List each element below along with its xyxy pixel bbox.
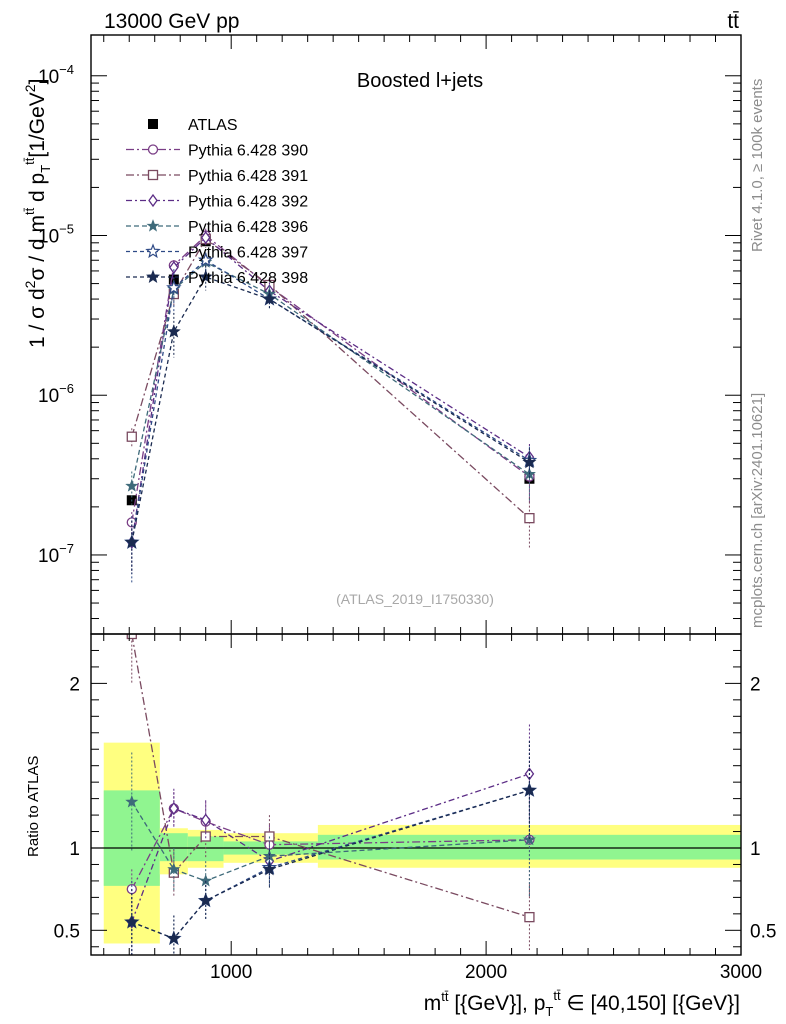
series-point-2-2 bbox=[200, 231, 211, 245]
legend-label-0: Pythia 6.428 390 bbox=[188, 143, 308, 160]
y-tick-label-1: 10−6 bbox=[38, 381, 74, 407]
series-point-1-4 bbox=[524, 512, 535, 524]
x-axis-label: mtt̄ [{GeV}], pTtt̄ ∈ [40,150] [{GeV}] bbox=[424, 988, 740, 1019]
legend-label-data: ATLAS bbox=[188, 117, 238, 134]
ratio-point-1-4 bbox=[524, 911, 535, 923]
y-tick-label-2: 10−5 bbox=[38, 222, 74, 248]
series-point-5-3 bbox=[262, 291, 277, 305]
series-point-3-0 bbox=[125, 479, 139, 492]
series-line-5 bbox=[131, 276, 530, 543]
header-left: 13000 GeV pp bbox=[104, 10, 239, 33]
axes-frames: 1000 2000 3000 10−7 10−6 10−5 10−4 0.5 0.5 1 1 2 2 bbox=[38, 34, 776, 983]
series-point-1-0 bbox=[126, 431, 137, 442]
ratio-tick-label-right-1: 1 bbox=[750, 839, 761, 860]
legend-label-5: Pythia 6.428 398 bbox=[188, 270, 308, 287]
series-line-3 bbox=[131, 261, 530, 487]
legend-label-1: Pythia 6.428 391 bbox=[188, 168, 308, 185]
y-tick-label-0: 10−7 bbox=[38, 541, 74, 567]
data-point-1 bbox=[168, 274, 179, 285]
y-axis-label: 1 / σ d2σ / d mtt̄ d pTtt̄[1/GeV2] bbox=[22, 79, 53, 348]
legend-marker-0 bbox=[147, 144, 159, 155]
series-point-5-0 bbox=[124, 534, 139, 549]
chart-title: Boosted l+jets bbox=[357, 70, 483, 92]
legend-marker-1 bbox=[147, 169, 159, 181]
ratio-point-5-2 bbox=[198, 893, 213, 907]
legend-label-2: Pythia 6.428 392 bbox=[188, 194, 308, 211]
ratio-point-5-3 bbox=[262, 862, 277, 876]
legend-label-4: Pythia 6.428 397 bbox=[188, 245, 308, 262]
series-point-5-4 bbox=[522, 455, 537, 469]
series-line-4 bbox=[131, 259, 530, 543]
x-tick-label-1: 2000 bbox=[465, 962, 507, 983]
ratio-point-3-0 bbox=[125, 795, 139, 808]
legend-marker-4 bbox=[145, 243, 161, 259]
ratio-line-0 bbox=[131, 807, 530, 890]
ratio-frame bbox=[90, 633, 742, 956]
series-line-2 bbox=[131, 236, 530, 543]
ratio-uncertainty-bands bbox=[91, 742, 741, 944]
analysis-tag: (ATLAS_2019_I1750330) bbox=[336, 591, 494, 607]
ratio-tick-label-right-2: 2 bbox=[750, 674, 761, 695]
x-tick-label-0: 1000 bbox=[210, 962, 252, 983]
legend-marker-5 bbox=[146, 269, 160, 283]
ratio-series-group bbox=[124, 634, 538, 955]
ratio-axis-label: Ratio to ATLAS bbox=[25, 756, 42, 857]
ratio-point-1-0 bbox=[126, 634, 137, 640]
ratio-tick-label-left-0: 0.5 bbox=[54, 921, 80, 942]
ratio-point-3-1 bbox=[167, 862, 181, 876]
ratio-tick-label-left-1: 1 bbox=[69, 839, 80, 860]
series-point-2-1 bbox=[169, 260, 179, 275]
ratio-point-2-2 bbox=[200, 813, 211, 827]
ratio-point-5-4 bbox=[522, 783, 537, 797]
y-tick-label-3: 10−4 bbox=[38, 62, 74, 88]
series-point-4-2 bbox=[197, 252, 214, 267]
ratio-point-3-4 bbox=[522, 832, 536, 846]
series-point-5-2 bbox=[198, 269, 213, 283]
legend: ATLAS Pythia 6.428 390 Pythia 6.428 391 Pyt… bbox=[126, 117, 308, 287]
header-right: tt̄ bbox=[727, 10, 739, 33]
ratio-tick-label-left-2: 2 bbox=[69, 674, 80, 695]
series-point-5-1 bbox=[166, 324, 181, 338]
rivet-label: Rivet 4.1.0, ≥ 100k events bbox=[749, 79, 766, 252]
legend-marker-data bbox=[148, 119, 158, 129]
ratio-tick-label-right-0: 0.5 bbox=[750, 921, 776, 942]
series-point-4-1 bbox=[166, 279, 182, 295]
mcplots-label: mcplots.cern.ch [arXiv:2401.10621] bbox=[749, 393, 766, 628]
legend-marker-3 bbox=[146, 219, 160, 232]
ratio-point-2-1 bbox=[169, 801, 179, 816]
ratio-point-5-0 bbox=[124, 914, 139, 928]
x-tick-label-2: 3000 bbox=[720, 962, 762, 983]
legend-marker-2 bbox=[148, 193, 158, 208]
legend-label-3: Pythia 6.428 396 bbox=[188, 219, 308, 236]
main-series-group bbox=[124, 228, 538, 585]
ratio-point-3-2 bbox=[199, 874, 213, 887]
ratio-point-5-1 bbox=[166, 931, 181, 945]
ratio-line-1 bbox=[131, 634, 530, 918]
